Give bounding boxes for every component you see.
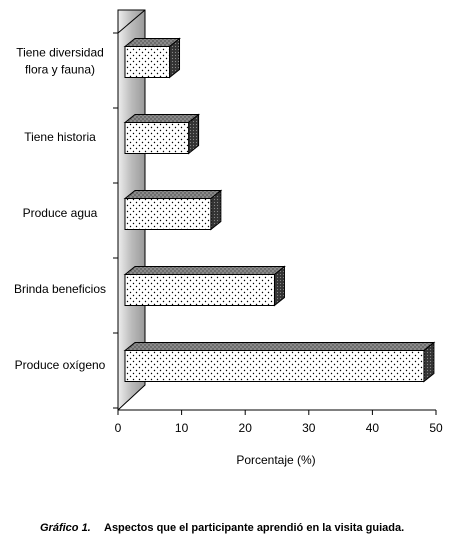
y-tick-label: Produce agua (23, 206, 98, 220)
x-tick-label: 10 (175, 421, 189, 435)
bar-top (123, 114, 201, 123)
bar (124, 350, 425, 382)
y-tick-label: Brinda beneficios (14, 282, 106, 296)
bar (124, 46, 171, 78)
x-tick-label: 20 (239, 421, 253, 435)
x-axis-label: Porcentaje (%) (236, 453, 315, 467)
wall-edge (117, 9, 146, 34)
y-tick-label: Tiene historia (24, 130, 96, 144)
caption-label: Gráfico 1. (40, 522, 91, 534)
y-tick-label: Produce oxígeno (15, 358, 106, 372)
x-tick-label: 50 (429, 421, 443, 435)
x-tick-label: 30 (302, 421, 316, 435)
bar-top (123, 266, 286, 275)
bar (124, 274, 275, 306)
x-tick-label: 0 (115, 421, 122, 435)
caption: Aspectos que el participante aprendió en… (104, 522, 404, 534)
bar (124, 122, 190, 154)
x-tick-label: 40 (366, 421, 380, 435)
y-tick-label: Tiene diversidad flora y fauna) (16, 46, 104, 77)
bar (124, 198, 212, 230)
bar-top (123, 342, 436, 351)
bar-top (123, 190, 223, 199)
